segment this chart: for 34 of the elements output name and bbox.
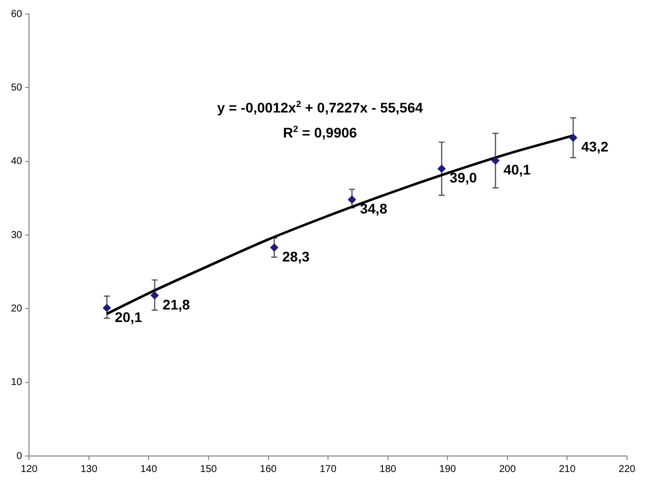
data-label: 34,8 bbox=[360, 200, 388, 216]
y-tick-label: 0 bbox=[16, 450, 23, 462]
y-tick-label: 50 bbox=[11, 82, 23, 94]
x-tick-label: 140 bbox=[140, 464, 158, 475]
x-tick-label: 120 bbox=[20, 464, 38, 475]
x-tick-label: 160 bbox=[260, 464, 278, 475]
x-tick-label: 220 bbox=[618, 464, 636, 475]
point bbox=[102, 304, 111, 312]
data-label: 21,8 bbox=[162, 296, 190, 312]
x-tick-label: 200 bbox=[499, 464, 516, 475]
data-label: 43,2 bbox=[581, 138, 609, 155]
point bbox=[150, 291, 159, 300]
y-tick-label: 40 bbox=[11, 156, 23, 168]
y-tick-label: 10 bbox=[11, 377, 23, 388]
x-tick-label: 210 bbox=[558, 464, 576, 475]
point bbox=[348, 196, 356, 204]
y-tick-label: 60 bbox=[11, 8, 23, 20]
point bbox=[438, 164, 446, 173]
x-tick-label: 170 bbox=[320, 464, 337, 475]
annotation: R$^{2}$ = 0,9906 bbox=[282, 122, 358, 142]
data-label: 20,1 bbox=[114, 308, 142, 325]
x-tick-label: 180 bbox=[380, 464, 397, 475]
x-tick-label: 150 bbox=[200, 464, 218, 475]
x-tick-label: 190 bbox=[439, 464, 456, 475]
data-label: 28,3 bbox=[282, 248, 310, 264]
annotation: y = -0,0012x$^{2}$ + 0,7227x - 55,564 bbox=[216, 98, 424, 118]
data-label: 39,0 bbox=[450, 170, 478, 186]
y-tick-label: 20 bbox=[11, 303, 23, 314]
point bbox=[569, 134, 578, 142]
y-tick-label: 30 bbox=[11, 230, 23, 241]
data-label: 40,1 bbox=[503, 161, 531, 178]
point bbox=[270, 244, 278, 252]
x-tick-label: 130 bbox=[80, 464, 98, 475]
point bbox=[491, 156, 500, 165]
